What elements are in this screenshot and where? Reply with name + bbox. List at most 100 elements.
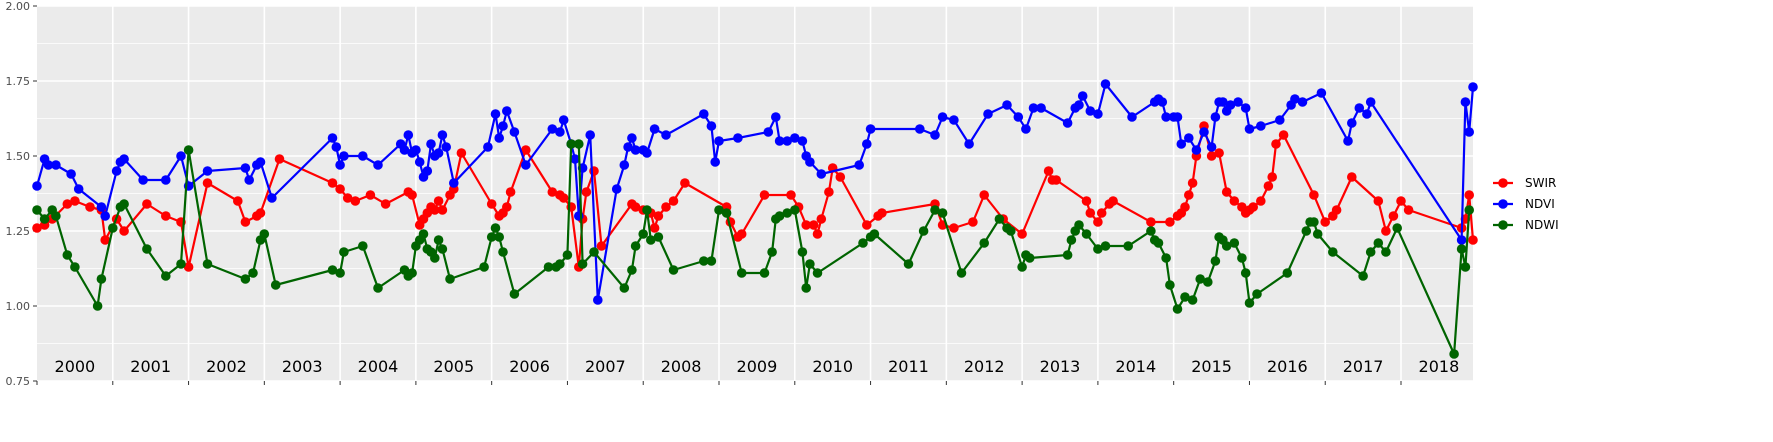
y-tick-label: 0.75 [6,375,31,388]
data-point [183,145,194,155]
data-point [1195,274,1205,284]
data-point [1388,211,1399,221]
data-point [502,202,512,212]
data-point [596,241,607,251]
data-point [1237,253,1247,263]
data-point [706,256,717,266]
data-point [1373,196,1384,206]
data-point [411,145,421,155]
data-point [562,250,573,260]
data-point [255,208,266,218]
data-point [930,130,940,140]
data-point [706,121,717,131]
data-point [1301,226,1312,236]
legend-label: NDVI [1525,197,1555,211]
data-point [486,199,497,209]
data-point [668,196,679,206]
data-point [407,268,417,278]
data-point [763,127,774,137]
data-point [1456,235,1467,245]
data-point [1017,262,1027,272]
data-point [1256,196,1266,206]
data-point [558,193,569,203]
year-label: 2007 [585,357,626,376]
data-point [407,190,417,200]
data-point [937,112,948,122]
data-point [1244,124,1255,134]
data-point [335,268,345,278]
data-point [994,214,1005,224]
year-label: 2005 [433,357,474,376]
legend-label: SWIR [1525,176,1556,190]
data-point [574,139,584,149]
data-point [918,226,929,236]
series-swir [32,121,1478,272]
y-axis: 0.75 1.00 1.25 1.50 1.75 2.00 [6,0,37,388]
data-point [1184,133,1194,143]
data-point [759,268,770,278]
data-point [1074,220,1084,230]
data-point [1381,247,1391,257]
data-point [653,211,664,221]
data-point [1006,226,1016,236]
data-point [611,184,622,194]
data-point [979,238,989,248]
data-point [581,187,592,197]
data-point [627,265,637,275]
data-point [1240,268,1251,278]
data-point [509,289,520,299]
data-point [1331,205,1342,215]
data-point [119,154,129,164]
data-point [1256,121,1266,131]
data-point [270,280,281,290]
data-point [1456,244,1467,254]
data-point [138,175,148,185]
data-point [1365,97,1376,107]
series-layer [32,79,1478,359]
legend-label: NDWI [1525,218,1559,232]
data-point [1085,106,1096,116]
data-point [1013,112,1024,122]
data-point [85,202,95,212]
year-label: 2002 [206,357,247,376]
data-point [812,268,823,278]
data-point [1373,238,1384,248]
legend-key-point [1498,199,1508,209]
data-point [259,229,270,239]
data-point [767,247,777,257]
data-point [653,232,664,242]
data-point [1062,250,1073,260]
data-point [248,268,258,278]
data-point [1381,226,1391,236]
data-point [1468,82,1478,92]
data-point [418,229,429,239]
year-label: 2014 [1115,357,1156,376]
data-point [862,220,872,230]
year-label: 2010 [812,357,853,376]
data-point [630,145,641,155]
data-point [714,205,724,215]
data-point [161,211,171,221]
data-point [1093,109,1103,119]
data-point [627,133,637,143]
data-point [1347,118,1357,128]
data-point [699,256,709,266]
data-point [661,130,671,140]
data-point [244,175,254,185]
data-point [736,268,747,278]
data-point [1297,97,1308,107]
data-point [1100,79,1111,89]
data-point [255,157,266,167]
data-point [1316,88,1327,98]
data-point [1161,112,1171,122]
data-point [558,115,569,125]
data-point [1157,97,1168,107]
data-point [1468,235,1478,245]
data-point [365,190,376,200]
data-point [437,205,448,215]
legend-item: NDVI [1493,197,1555,211]
data-point [1100,241,1111,251]
data-point [456,148,467,158]
data-point [339,247,349,257]
data-point [1051,175,1061,185]
